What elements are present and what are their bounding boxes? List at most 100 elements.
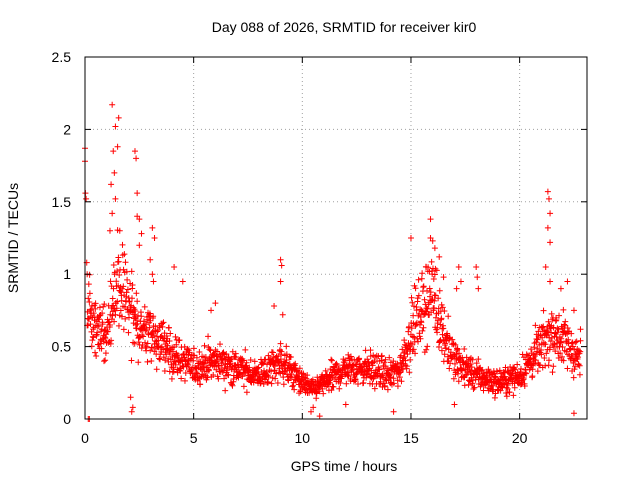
- data-point: [545, 195, 552, 202]
- data-point: [212, 300, 219, 307]
- data-point: [386, 354, 393, 361]
- data-point: [577, 337, 584, 344]
- data-point: [287, 354, 294, 361]
- y-axis-label: SRMTID / TECUs: [5, 183, 21, 293]
- data-point: [90, 310, 97, 317]
- data-point: [353, 361, 360, 368]
- data-point: [398, 378, 405, 385]
- data-point: [120, 266, 127, 273]
- data-point: [494, 386, 501, 393]
- data-point: [417, 335, 424, 342]
- data-point: [347, 353, 354, 360]
- data-point: [134, 320, 141, 327]
- data-point: [93, 352, 100, 359]
- data-point: [265, 352, 272, 359]
- data-point: [89, 337, 96, 344]
- data-point: [285, 377, 292, 384]
- data-point: [117, 307, 124, 314]
- data-point: [149, 344, 156, 351]
- data-point: [119, 241, 126, 248]
- data-point: [415, 292, 422, 299]
- data-point: [438, 315, 445, 322]
- data-point: [107, 278, 114, 285]
- data-point: [168, 375, 175, 382]
- data-point: [468, 364, 475, 371]
- data-point: [277, 278, 284, 285]
- data-point: [355, 381, 362, 388]
- data-point: [142, 345, 149, 351]
- data-point: [102, 357, 109, 364]
- data-point: [547, 210, 554, 217]
- y-tick-label: 2.5: [52, 49, 72, 65]
- data-point: [423, 346, 430, 353]
- data-point: [509, 370, 516, 377]
- data-point: [445, 313, 452, 320]
- data-point: [534, 345, 541, 352]
- data-point: [213, 352, 220, 359]
- data-point: [120, 326, 127, 333]
- data-point: [431, 245, 438, 252]
- data-point: [166, 338, 173, 345]
- data-point: [390, 375, 397, 382]
- data-point: [247, 356, 254, 363]
- data-point: [539, 324, 546, 331]
- data-point: [258, 359, 265, 366]
- data-point: [576, 362, 583, 369]
- data-point: [86, 298, 93, 305]
- data-point: [215, 375, 222, 382]
- data-point: [544, 224, 551, 231]
- data-point: [436, 253, 443, 260]
- data-point: [163, 338, 170, 345]
- data-point: [510, 392, 517, 399]
- data-point: [274, 379, 281, 386]
- data-point: [106, 319, 113, 326]
- data-point: [239, 373, 246, 380]
- data-point: [92, 305, 99, 312]
- data-point: [184, 345, 191, 352]
- data-point: [206, 346, 213, 353]
- y-tick-label: 1.5: [52, 194, 72, 210]
- data-point: [418, 319, 425, 326]
- data-point: [319, 385, 326, 392]
- data-point: [562, 318, 569, 325]
- data-point: [92, 349, 99, 356]
- data-point: [170, 348, 177, 355]
- data-point: [113, 305, 120, 312]
- data-point: [257, 380, 264, 387]
- data-point: [547, 338, 554, 345]
- chart-title: Day 088 of 2026, SRMTID for receiver kir…: [212, 19, 477, 35]
- data-point: [148, 358, 155, 365]
- data-point: [394, 383, 401, 390]
- data-point: [283, 343, 290, 350]
- data-point: [560, 357, 567, 364]
- data-point: [133, 155, 140, 162]
- data-point: [99, 321, 106, 328]
- data-point: [170, 368, 177, 375]
- data-point: [90, 334, 97, 341]
- data-point: [184, 360, 191, 367]
- plot-frame: [84, 56, 588, 420]
- data-point: [134, 190, 141, 197]
- data-point: [146, 310, 153, 317]
- data-point: [98, 326, 105, 333]
- data-point: [519, 377, 526, 384]
- data-point: [108, 181, 115, 188]
- data-point: [277, 340, 284, 347]
- data-point: [96, 304, 103, 311]
- data-point: [416, 310, 423, 317]
- data-point: [360, 379, 367, 386]
- data-point: [129, 282, 136, 289]
- data-point: [409, 333, 416, 340]
- data-point: [444, 330, 451, 337]
- data-point: [371, 385, 378, 392]
- data-point: [443, 345, 450, 352]
- data-point: [240, 357, 247, 364]
- data-point: [156, 355, 163, 362]
- data-point: [558, 335, 565, 342]
- data-point: [547, 278, 554, 285]
- data-point: [577, 348, 584, 355]
- data-point: [362, 359, 369, 366]
- y-tick-label: 2: [63, 121, 71, 137]
- data-point: [544, 188, 551, 195]
- data-point: [169, 369, 176, 376]
